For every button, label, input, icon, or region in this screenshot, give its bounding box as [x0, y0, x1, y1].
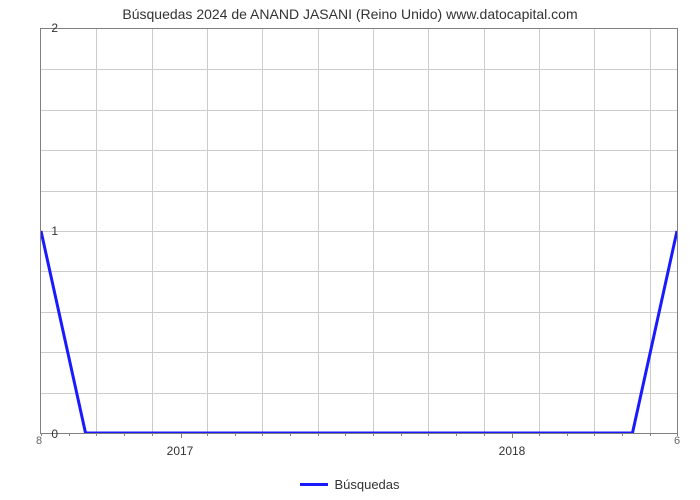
gridline-v: [484, 29, 485, 433]
x-tick: [181, 433, 182, 438]
chart-container: Búsquedas 2024 de ANAND JASANI (Reino Un…: [0, 0, 700, 500]
x-tick: [512, 433, 513, 438]
x-tick-minor: [152, 433, 153, 436]
x-tick-minor: [290, 433, 291, 436]
gridline-v: [318, 29, 319, 433]
y-axis-tick-label: 2: [28, 21, 58, 35]
gridline-h: [41, 191, 677, 192]
plot-area: [40, 28, 678, 434]
gridline-h: [41, 69, 677, 70]
x-axis-tick-label: 2017: [167, 444, 194, 458]
y-axis-tick-label: 1: [28, 224, 58, 238]
x-tick-minor: [69, 433, 70, 436]
x-tick-minor: [401, 433, 402, 436]
x-tick-minor: [594, 433, 595, 436]
gridline-h: [41, 312, 677, 313]
legend-label: Búsquedas: [334, 477, 399, 492]
x-tick-minor: [262, 433, 263, 436]
x-tick-minor: [650, 433, 651, 436]
gridline-v: [96, 29, 97, 433]
gridline-h: [41, 150, 677, 151]
legend: Búsquedas: [0, 477, 700, 492]
gridline-v: [539, 29, 540, 433]
x-tick-minor: [373, 433, 374, 436]
gridline-v: [594, 29, 595, 433]
x-axis-start-label: 8: [36, 435, 42, 447]
x-tick-minor: [484, 433, 485, 436]
gridline-v: [373, 29, 374, 433]
x-axis-end-label: 6: [674, 435, 680, 447]
x-tick-minor: [318, 433, 319, 436]
x-tick-minor: [567, 433, 568, 436]
gridline-h: [41, 110, 677, 111]
x-tick-minor: [456, 433, 457, 436]
x-tick-minor: [622, 433, 623, 436]
x-tick-minor: [124, 433, 125, 436]
y-axis-tick-label: 0: [28, 427, 58, 441]
gridline-v: [428, 29, 429, 433]
x-tick-minor: [96, 433, 97, 436]
x-tick-minor: [235, 433, 236, 436]
x-axis-tick-label: 2018: [499, 444, 526, 458]
legend-swatch: [300, 483, 328, 486]
gridline-v: [207, 29, 208, 433]
gridline-h: [41, 352, 677, 353]
x-tick-minor: [539, 433, 540, 436]
chart-title: Búsquedas 2024 de ANAND JASANI (Reino Un…: [0, 6, 700, 22]
x-tick-minor: [207, 433, 208, 436]
gridline-h: [41, 393, 677, 394]
x-tick-minor: [345, 433, 346, 436]
gridline-v: [152, 29, 153, 433]
gridline-v: [262, 29, 263, 433]
gridline-h: [41, 271, 677, 272]
gridline-v: [650, 29, 651, 433]
gridline-h: [41, 231, 677, 232]
x-tick-minor: [428, 433, 429, 436]
